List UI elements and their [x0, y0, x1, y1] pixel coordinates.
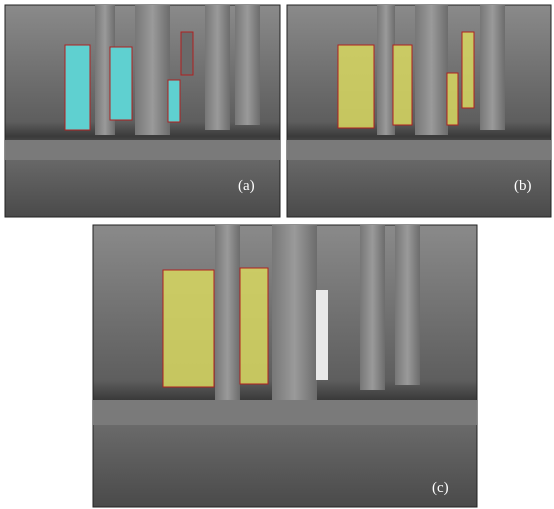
panel-c: (c)	[93, 225, 477, 507]
panel-a: (a)	[5, 5, 280, 217]
figure: (a) (b) (c)	[0, 0, 554, 509]
panel-label: (c)	[432, 480, 449, 496]
panel-b: (b)	[287, 5, 551, 217]
panel-label: (b)	[514, 178, 532, 194]
panel-label: (a)	[238, 178, 255, 194]
